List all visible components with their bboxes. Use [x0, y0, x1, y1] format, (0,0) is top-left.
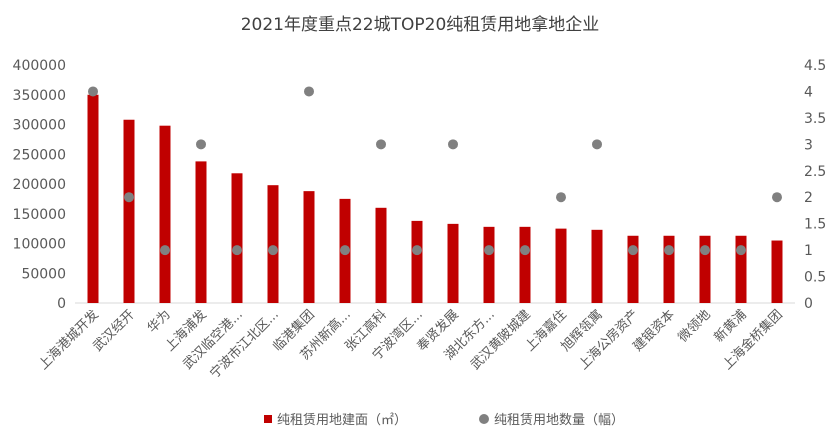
right-tick-label: 4 — [804, 84, 813, 100]
dot-point — [772, 192, 782, 203]
dot-point — [88, 86, 98, 97]
right-tick-label: 2.5 — [804, 164, 826, 180]
dot-point — [592, 139, 602, 150]
bar — [411, 220, 423, 303]
dot-point — [304, 86, 314, 97]
left-tick-label: 300000 — [13, 118, 66, 134]
legend-dot-label: 纯租赁用地数量（幅） — [494, 413, 624, 428]
dot-point — [376, 139, 386, 150]
bar — [519, 226, 531, 303]
bar — [627, 235, 639, 303]
legend-bar-label: 纯租赁用地建面（㎡） — [277, 413, 407, 428]
bar — [555, 228, 567, 303]
dot-point — [232, 245, 242, 256]
dot-point — [664, 245, 674, 256]
legend-dot-swatch — [479, 414, 489, 424]
bar — [375, 207, 387, 303]
bar — [123, 119, 135, 304]
right-tick-label: 3 — [804, 137, 813, 153]
left-tick-label: 400000 — [13, 58, 66, 74]
dot-point — [556, 192, 566, 203]
left-tick-label: 50000 — [21, 266, 66, 282]
dot-point — [628, 245, 638, 256]
bar — [303, 191, 315, 303]
bar — [663, 235, 675, 303]
bar — [699, 235, 711, 303]
right-tick-label: 2 — [804, 190, 813, 206]
dot-point — [700, 245, 710, 256]
right-tick-label: 4.5 — [804, 58, 826, 74]
left-tick-label: 0 — [57, 296, 66, 312]
left-tick-label: 250000 — [13, 147, 66, 163]
dot-point — [736, 245, 746, 256]
category-label: 上海港城开发 — [35, 307, 101, 373]
left-tick-label: 150000 — [13, 207, 66, 223]
bar — [735, 235, 747, 303]
bar — [591, 229, 603, 303]
bar — [267, 185, 279, 303]
dot-point — [124, 192, 134, 203]
bar — [195, 161, 207, 303]
dot-series — [88, 86, 782, 256]
dot-point — [448, 139, 458, 150]
bar-series — [87, 94, 783, 304]
chart-title: 2021年度重点22城TOP20纯租赁用地拿地企业 — [241, 14, 600, 35]
right-tick-label: 1 — [804, 243, 813, 259]
bar — [483, 226, 495, 303]
dot-point — [268, 245, 278, 256]
right-tick-label: 0.5 — [804, 270, 826, 286]
dot-point — [484, 245, 494, 256]
right-y-axis: 0 0.5 1 1.5 2 2.5 3 3.5 4 4.5 — [804, 58, 826, 312]
bar — [159, 125, 171, 303]
right-tick-label: 3.5 — [804, 111, 826, 127]
dot-point — [340, 245, 350, 256]
dot-point — [160, 245, 170, 256]
legend: 纯租赁用地建面（㎡） 纯租赁用地数量（幅） — [264, 413, 624, 428]
dot-point — [520, 245, 530, 256]
category-label: 华为 — [145, 307, 174, 336]
dot-point — [196, 139, 206, 150]
left-tick-label: 100000 — [13, 237, 66, 253]
bar — [87, 94, 99, 303]
right-tick-label: 0 — [804, 296, 813, 312]
left-tick-label: 200000 — [13, 177, 66, 193]
left-tick-label: 350000 — [13, 88, 66, 104]
dot-point — [412, 245, 422, 256]
legend-bar-swatch — [264, 415, 272, 423]
left-y-axis: 0 50000 100000 150000 200000 250000 300000 3500… — [13, 58, 66, 312]
bar — [447, 223, 459, 303]
category-label: 微领地 — [676, 307, 714, 345]
right-tick-label: 1.5 — [804, 217, 826, 233]
bar — [771, 240, 783, 303]
bar — [231, 173, 243, 303]
